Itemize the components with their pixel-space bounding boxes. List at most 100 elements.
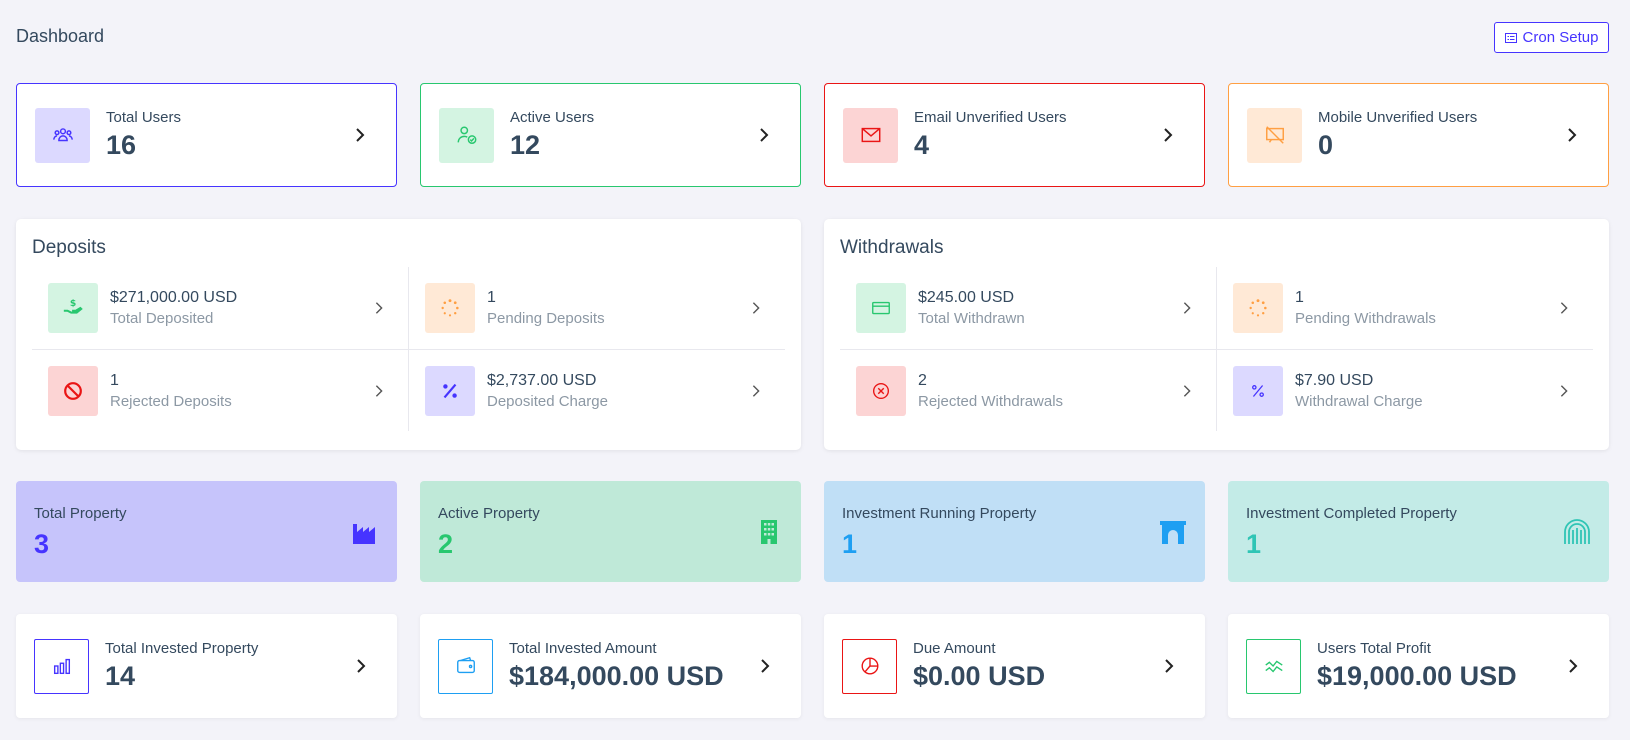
comment-slash-icon: [1247, 107, 1302, 163]
withdrawal-charge-item[interactable]: $7.90 USD Withdrawal Charge: [1217, 350, 1593, 432]
stat-label: Mobile Unverified Users: [1318, 109, 1478, 126]
chevron-right-icon: [752, 302, 760, 314]
item-value: $2,737.00 USD: [487, 372, 597, 389]
page-title: Dashboard: [16, 26, 105, 46]
item-label: Total Deposited: [110, 310, 214, 327]
stat-label: Due Amount: [913, 640, 996, 657]
total-invested-amount-card[interactable]: Total Invested Amount $184,000.00 USD: [420, 614, 801, 718]
chevron-right-icon: [357, 659, 366, 673]
chevron-right-icon: [1569, 659, 1578, 673]
deposits-panel: Deposits $ $271,000.00 USD Total Deposit…: [16, 219, 801, 450]
prop-value: 1: [1246, 529, 1262, 559]
item-value: $271,000.00 USD: [110, 289, 238, 306]
item-label: Rejected Withdrawals: [918, 393, 1064, 410]
credit-card-icon: [856, 283, 906, 333]
email-unverified-users-card[interactable]: Email Unverified Users 4: [824, 83, 1205, 187]
stat-label: Active Users: [510, 109, 595, 126]
chevron-right-icon: [752, 385, 760, 397]
total-withdrawn-item[interactable]: $245.00 USD Total Withdrawn: [840, 267, 1216, 349]
stat-value: $0.00 USD: [913, 661, 1046, 691]
item-label: Pending Withdrawals: [1295, 310, 1436, 327]
investment-running-property-card[interactable]: Investment Running Property 1: [824, 481, 1205, 582]
pending-withdrawals-item[interactable]: 1 Pending Withdrawals: [1217, 267, 1593, 349]
chevron-right-icon: [1560, 302, 1568, 314]
withdrawals-panel: Withdrawals $245.00 USD Total Withdrawn …: [824, 219, 1609, 450]
archway-icon: [1160, 521, 1186, 544]
deposited-charge-item[interactable]: $2,737.00 USD Deposited Charge: [409, 350, 785, 432]
times-circle-icon: [856, 366, 906, 416]
item-value: 1: [1295, 289, 1304, 306]
cron-setup-label: Cron Setup: [1522, 29, 1599, 46]
item-label: Pending Deposits: [487, 310, 605, 327]
item-label: Deposited Charge: [487, 393, 608, 410]
cron-setup-button[interactable]: Cron Setup: [1494, 22, 1609, 53]
building-icon: [761, 520, 777, 544]
chevron-right-icon: [1560, 385, 1568, 397]
ban-icon: [48, 366, 98, 416]
total-property-card[interactable]: Total Property 3: [16, 481, 397, 582]
prop-value: 2: [438, 529, 454, 559]
stat-value: 16: [106, 130, 137, 160]
industry-icon: [353, 524, 375, 544]
stat-value: 0: [1318, 130, 1334, 160]
item-label: Withdrawal Charge: [1295, 393, 1423, 410]
item-label: Rejected Deposits: [110, 393, 232, 410]
panel-title: Deposits: [32, 237, 106, 258]
list-icon: [1504, 32, 1517, 43]
stat-label: Users Total Profit: [1317, 640, 1431, 657]
svg-text:$: $: [70, 298, 76, 309]
pending-deposits-item[interactable]: 1 Pending Deposits: [409, 267, 785, 349]
item-label: Total Withdrawn: [918, 310, 1025, 327]
users-total-profit-card[interactable]: Users Total Profit $19,000.00 USD: [1228, 614, 1609, 718]
chevron-right-icon: [1183, 385, 1191, 397]
panel-title: Withdrawals: [840, 237, 944, 258]
mobile-unverified-users-card[interactable]: Mobile Unverified Users 0: [1228, 83, 1609, 187]
stat-value: 12: [510, 130, 541, 160]
wallet-icon: [438, 638, 493, 694]
prop-value: 3: [34, 529, 50, 559]
item-value: 1: [110, 372, 119, 389]
chevron-right-icon: [375, 385, 383, 397]
chevron-right-icon: [760, 128, 769, 142]
stat-label: Total Users: [106, 109, 182, 126]
stat-label: Email Unverified Users: [914, 109, 1067, 126]
chart-bar-icon: [34, 638, 89, 694]
chevron-right-icon: [1568, 128, 1577, 142]
prop-label: Active Property: [438, 505, 540, 522]
stat-label: Total Invested Property: [105, 640, 259, 657]
item-value: $245.00 USD: [918, 289, 1015, 306]
investment-completed-property-card[interactable]: Investment Completed Property 1: [1228, 481, 1609, 582]
rejected-deposits-item[interactable]: 1 Rejected Deposits: [32, 350, 408, 432]
prop-value: 1: [842, 529, 858, 559]
item-value: 1: [487, 289, 496, 306]
stat-label: Total Invested Amount: [509, 640, 657, 657]
envelope-icon: [843, 107, 898, 163]
active-property-card[interactable]: Active Property 2: [420, 481, 801, 582]
chevron-right-icon: [761, 659, 770, 673]
chevron-right-icon: [1165, 659, 1174, 673]
stat-value: $184,000.00 USD: [509, 661, 724, 691]
percent-icon: [425, 366, 475, 416]
rejected-withdrawals-item[interactable]: 2 Rejected Withdrawals: [840, 350, 1216, 432]
stat-value: $19,000.00 USD: [1317, 661, 1517, 691]
gopuram-icon: [1564, 519, 1590, 544]
active-users-card[interactable]: Active Users 12: [420, 83, 801, 187]
item-value: 2: [918, 372, 927, 389]
prop-label: Total Property: [34, 505, 127, 522]
users-icon: [35, 107, 90, 163]
total-users-card[interactable]: Total Users 16: [16, 83, 397, 187]
user-check-icon: [439, 107, 494, 163]
hand-holding-dollar-icon: $: [48, 283, 98, 333]
stat-value: 4: [914, 130, 930, 160]
spinner-icon: [1233, 283, 1283, 333]
percent-icon: [1233, 366, 1283, 416]
chart-pie-icon: [842, 638, 897, 694]
prop-label: Investment Completed Property: [1246, 505, 1457, 522]
due-amount-card[interactable]: Due Amount $0.00 USD: [824, 614, 1205, 718]
chevron-right-icon: [375, 302, 383, 314]
chevron-right-icon: [1183, 302, 1191, 314]
chart-line-icon: [1246, 638, 1301, 694]
prop-label: Investment Running Property: [842, 505, 1037, 522]
total-deposited-item[interactable]: $ $271,000.00 USD Total Deposited: [32, 267, 408, 349]
total-invested-property-card[interactable]: Total Invested Property 14: [16, 614, 397, 718]
